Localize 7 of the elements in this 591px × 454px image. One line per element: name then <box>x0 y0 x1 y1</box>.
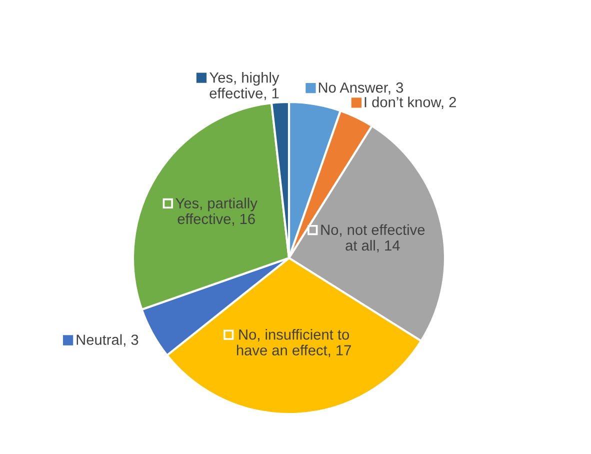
legend-label: I don’t know, 2 <box>364 96 456 110</box>
slice-label: No, insufficient to have an effect, 17 <box>236 329 351 358</box>
slice-label: No, not effective at all, 14 <box>321 224 425 252</box>
legend-label: No Answer, 3 <box>318 82 404 94</box>
slice-label: Yes, partially effective, 16 <box>176 198 258 226</box>
legend-label: Yes, highly effective, 1 <box>210 72 280 100</box>
legend-label: Neutral, 3 <box>76 334 138 347</box>
